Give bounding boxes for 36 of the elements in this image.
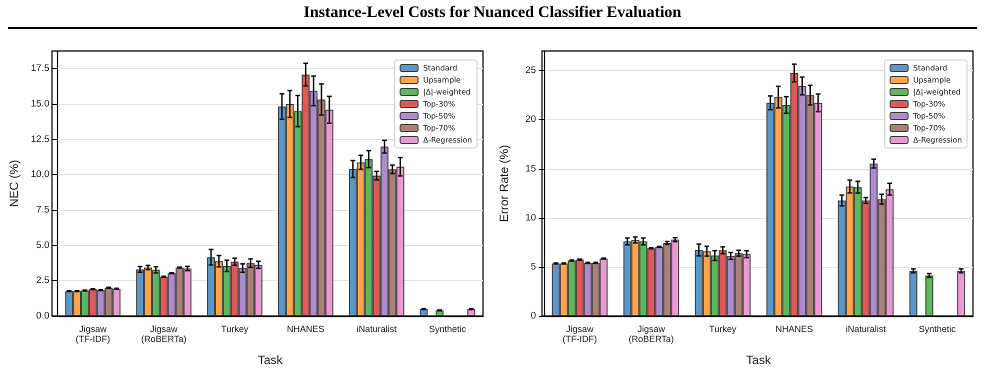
x-tick-label: NHANES [286,324,324,334]
x-tick-label: Jigsaw (TF-IDF) [562,324,597,344]
x-axis-title: Task [746,353,772,367]
y-tick-label: 15 [525,163,536,174]
y-tick-label: 20 [525,114,536,126]
y-tick-label: 10.0 [30,169,50,180]
y-tick-label: 17.5 [30,63,50,74]
x-tick-label: Jigsaw (RoBERTa) [628,324,674,344]
x-tick-label: Jigsaw (RoBERTa) [141,324,186,344]
bar [420,309,428,316]
text: Instance-Level Costs for Nuanced Classifier Evaluation [8,4,977,29]
bar [436,310,444,316]
x-tick-label: iNaturalist [846,324,886,334]
x-tick-label: Synthetic [429,324,467,334]
x-tick-label: iNaturalist [356,324,398,334]
y-tick-label: 0.0 [36,310,50,322]
y-tick-label: 12.5 [30,134,50,145]
x-tick-label: Turkey [221,324,249,334]
bar [925,275,934,316]
y-tick-label: 5.0 [36,240,50,251]
bar [957,270,966,316]
x-axis-title: Task [258,353,284,367]
y-tick-label: 15.0 [30,98,50,110]
y-axis-title: Error Rate (%) [497,144,511,222]
y-tick-label: 0 [530,310,536,322]
y-tick-label: 7.5 [36,204,50,216]
y-axis-title: NEC (%) [7,160,21,208]
bar [909,270,918,316]
x-tick-label: NHANES [775,324,814,334]
y-tick-label: 5 [530,261,536,272]
y-tick-label: 10 [525,212,536,224]
x-tick-label: Turkey [709,324,737,334]
x-tick-label: Jigsaw (TF-IDF) [76,324,110,344]
y-tick-label: 2.5 [36,275,50,286]
x-tick-label: Synthetic [918,324,956,334]
y-tick-label: 25 [525,65,536,76]
